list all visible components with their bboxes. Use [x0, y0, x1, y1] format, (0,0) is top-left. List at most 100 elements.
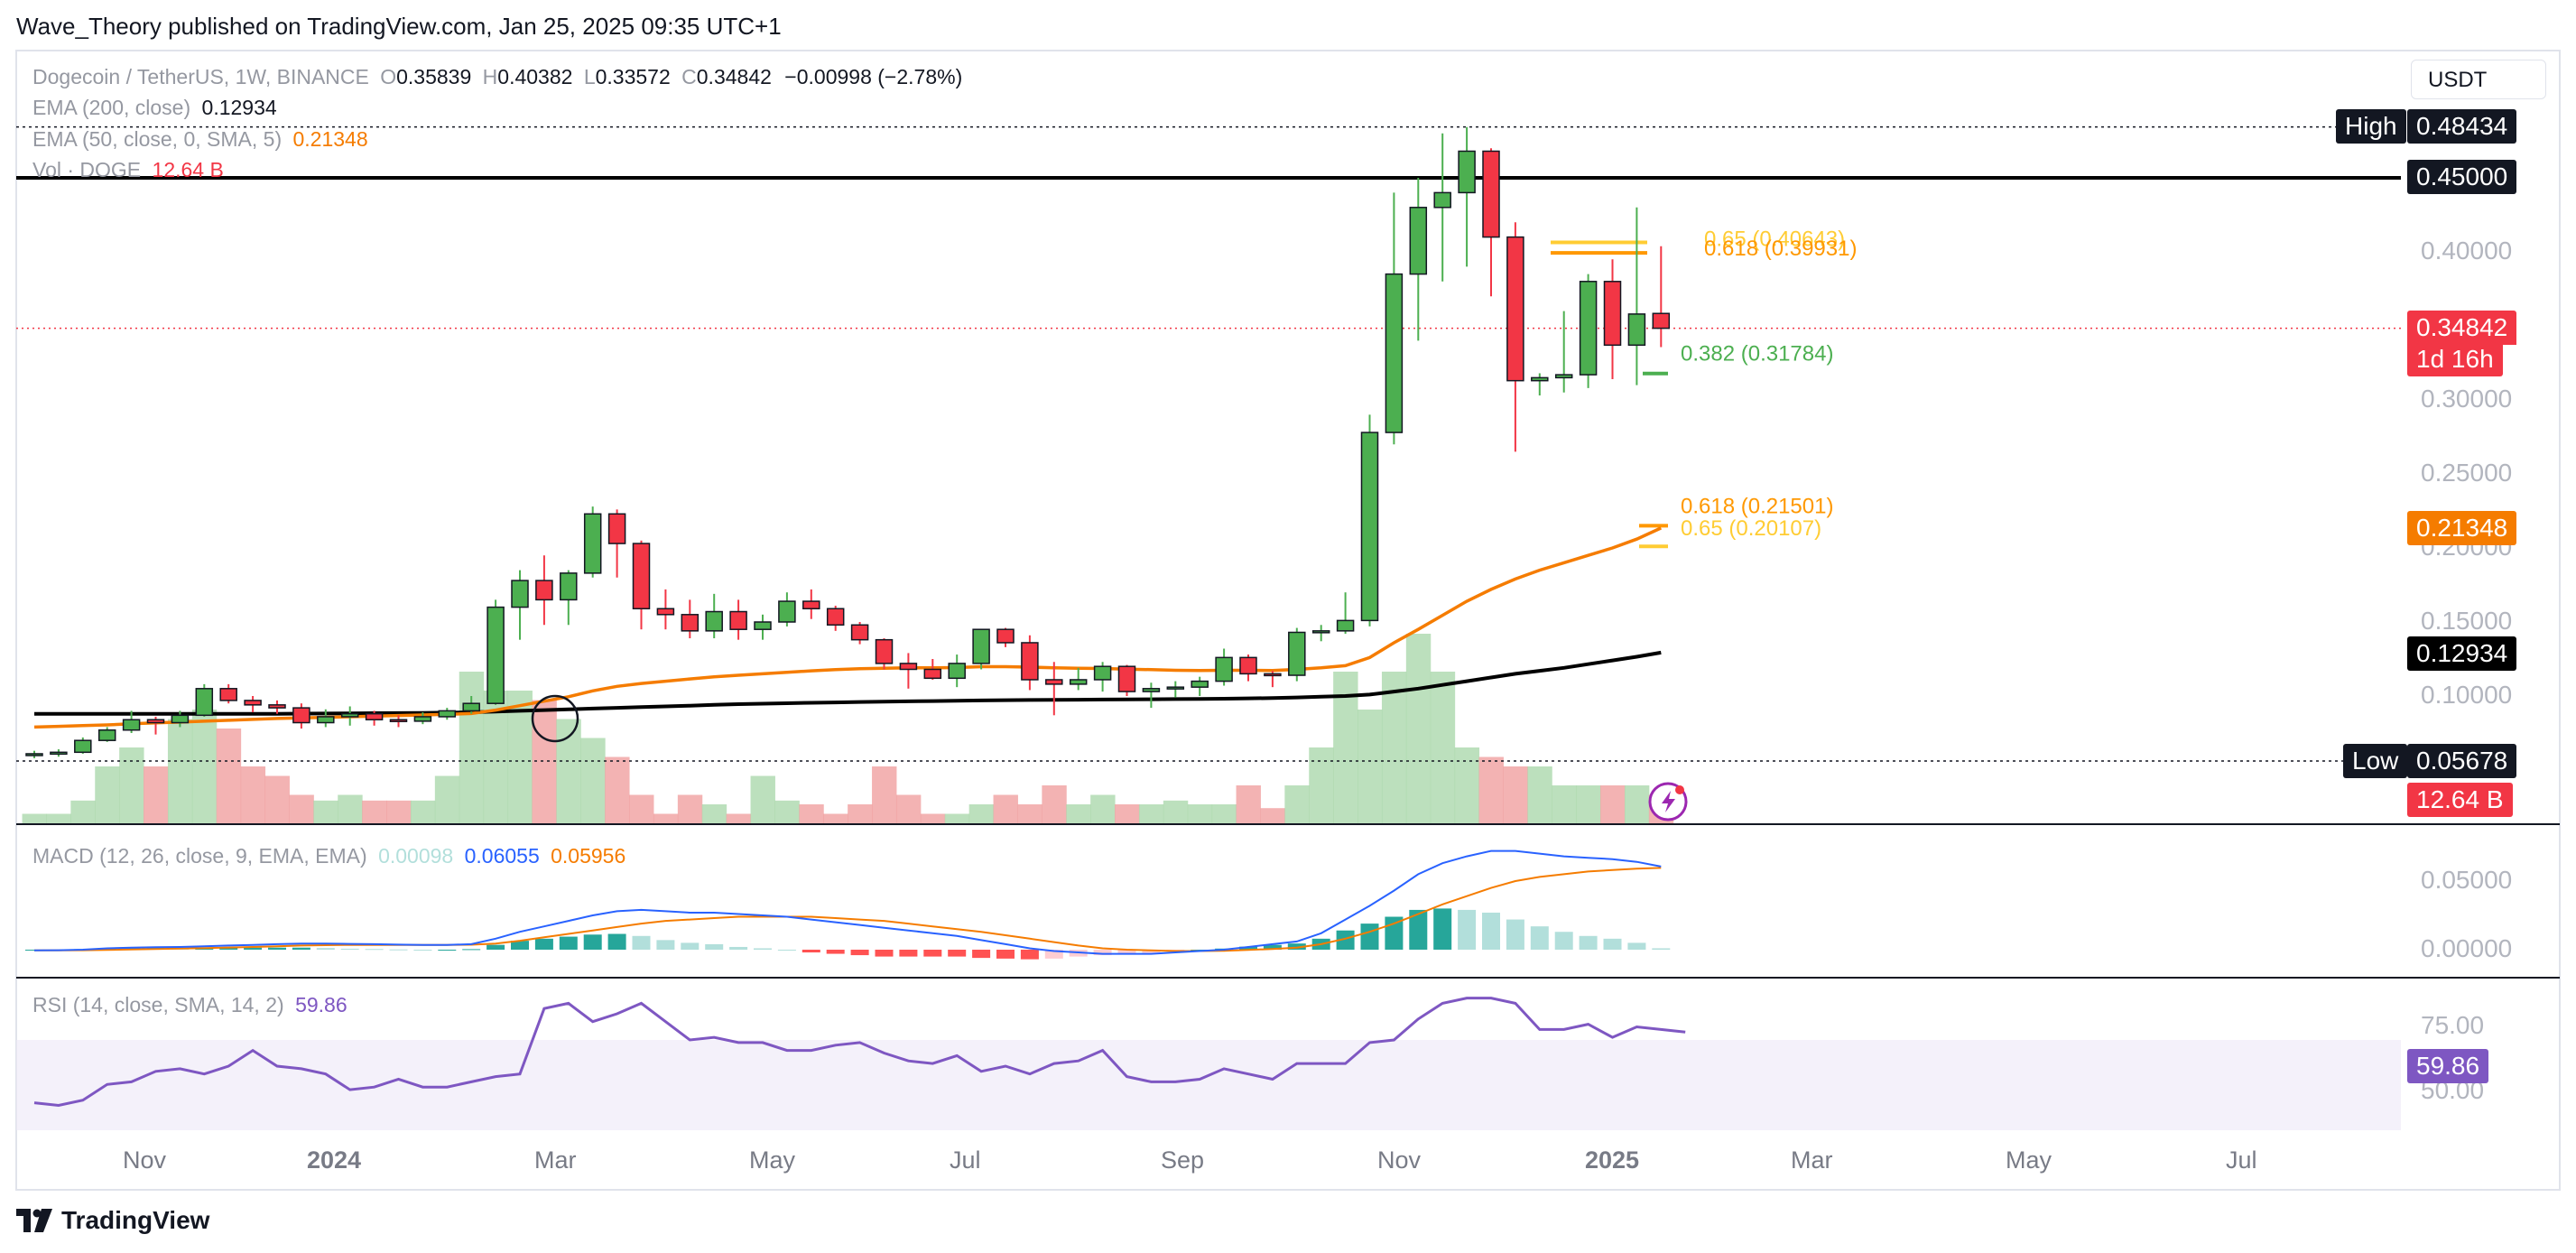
- ema200-value: 0.12934: [201, 96, 277, 119]
- chart-frame: [15, 50, 2561, 1191]
- macd-axis-label: 0.05000: [2421, 866, 2513, 894]
- volume-bar: [1454, 747, 1480, 823]
- candle-up: [1093, 665, 1112, 681]
- volume-bar: [1624, 785, 1650, 823]
- fib-lower-0618-label: 0.618 (0.21501): [1681, 494, 1833, 518]
- volume-tag: 12.64 B: [2407, 783, 2513, 817]
- candle-down: [1117, 665, 1136, 692]
- fib-upper-0382-label: 0.382 (0.31784): [1681, 342, 1833, 367]
- candle-down: [268, 704, 286, 709]
- candle-down: [244, 700, 262, 706]
- candle-up: [195, 688, 214, 717]
- tradingview-logo[interactable]: TradingView: [16, 1206, 209, 1235]
- candle-up: [171, 714, 190, 724]
- volume-bar: [459, 672, 485, 823]
- volume-bar: [119, 747, 144, 823]
- ema200-legend: EMA (200, close) 0.12934: [32, 94, 277, 121]
- time-axis-label: Nov: [1377, 1146, 1422, 1174]
- rsi-line: [33, 997, 1686, 1108]
- candle-up: [25, 753, 43, 756]
- macd-signal-line: [34, 867, 1662, 952]
- volume-bar: [1090, 794, 1116, 823]
- ema50-value: 0.21348: [292, 127, 368, 151]
- volume-bar: [1066, 804, 1091, 823]
- lightning-icon[interactable]: [1648, 782, 1688, 821]
- close-value: 0.34842: [696, 65, 772, 88]
- volume-name: Vol · DOGE: [32, 158, 142, 181]
- symbol-legend: Dogecoin / TetherUS, 1W, BINANCE O0.3583…: [32, 63, 962, 90]
- rsi-axis-label: 75.00: [2421, 1011, 2485, 1039]
- volume-bar: [1211, 804, 1237, 823]
- ema200-name: EMA (200, close): [32, 96, 191, 119]
- macd-histogram-bar: [268, 947, 286, 950]
- volume-bar: [629, 794, 654, 823]
- volume-bar: [653, 813, 679, 823]
- candle-up: [1311, 630, 1330, 634]
- volume-bar: [46, 813, 71, 823]
- macd-histogram-bar: [559, 936, 578, 950]
- rsi-legend: RSI (14, close, SMA, 14, 2) 59.86: [32, 991, 347, 1018]
- fib-upper-0618-label: 0.618 (0.39931): [1704, 237, 1857, 261]
- volume-bar: [993, 794, 1018, 823]
- time-axis-label: 2025: [1585, 1146, 1640, 1174]
- macd-histogram-bar: [1360, 924, 1379, 950]
- volume-bar: [556, 719, 581, 823]
- volume-bar: [605, 756, 630, 823]
- low-value: 0.33572: [595, 65, 671, 88]
- low-label: L: [583, 65, 596, 88]
- candle-down: [535, 580, 553, 601]
- candle-up: [560, 572, 578, 601]
- candle-down: [1603, 281, 1622, 347]
- candle-up: [1215, 656, 1233, 682]
- macd-pane: [25, 849, 1671, 960]
- fib-lower-065-label: 0.65 (0.20107): [1681, 516, 1821, 541]
- high-value: 0.40382: [497, 65, 573, 88]
- candle-up: [705, 610, 723, 632]
- price-axis-label: 0.30000: [2421, 385, 2513, 413]
- candle-up: [50, 751, 68, 756]
- volume-bar: [70, 800, 96, 823]
- volume-bar: [750, 775, 775, 823]
- volume-bar: [1478, 756, 1504, 823]
- ema50-legend: EMA (50, close, 0, SMA, 5) 0.21348: [32, 125, 368, 153]
- candle-down: [389, 719, 408, 722]
- macd-histogram-bar: [777, 950, 796, 951]
- macd-histogram-bar: [802, 950, 820, 953]
- volume-bar: [1187, 804, 1213, 823]
- price-tag: 0.34842: [2407, 311, 2517, 345]
- macd-histogram-bar: [1627, 942, 1646, 950]
- macd-histogram-bar: [1530, 926, 1549, 950]
- candle-up: [1142, 688, 1161, 692]
- macd-histogram-bar: [996, 950, 1015, 959]
- macd-name: MACD (12, 26, close, 9, EMA, EMA): [32, 844, 367, 868]
- tradingview-logo-text: TradingView: [61, 1206, 210, 1234]
- ema50-tag: 0.21348: [2407, 511, 2517, 545]
- time-axis-label: Nov: [123, 1146, 167, 1174]
- volume-legend: Vol · DOGE 12.64 B: [32, 156, 224, 183]
- candle-up: [340, 712, 359, 718]
- rsi-pane: [33, 997, 1686, 1108]
- volume-bar: [1552, 785, 1577, 823]
- volume-bar: [1042, 785, 1067, 823]
- macd-histogram-bar: [1603, 938, 1622, 950]
- candle-down: [729, 610, 747, 630]
- macd-histogram-bar: [1506, 919, 1524, 950]
- macd-legend: MACD (12, 26, close, 9, EMA, EMA) 0.0009…: [32, 842, 625, 869]
- volume-bar: [240, 766, 266, 823]
- time-axis-label: May: [2006, 1146, 2052, 1174]
- rsi-band: [16, 1040, 2401, 1130]
- high-tag-label: High: [2336, 109, 2406, 144]
- countdown-tag: 1d 16h: [2407, 342, 2503, 376]
- high-label: H: [482, 65, 498, 88]
- volume-bar: [434, 775, 460, 823]
- volume-bar: [386, 800, 412, 823]
- candle-up: [583, 513, 602, 574]
- rsi-tag: 59.86: [2407, 1049, 2489, 1083]
- macd-histogram-bar: [462, 949, 481, 951]
- macd-hist-value: 0.00098: [378, 844, 454, 868]
- macd-histogram-bar: [1117, 950, 1136, 954]
- macd-axis-label: 0.00000: [2421, 934, 2513, 962]
- currency-button[interactable]: USDT: [2411, 60, 2546, 99]
- macd-line: [33, 849, 1662, 955]
